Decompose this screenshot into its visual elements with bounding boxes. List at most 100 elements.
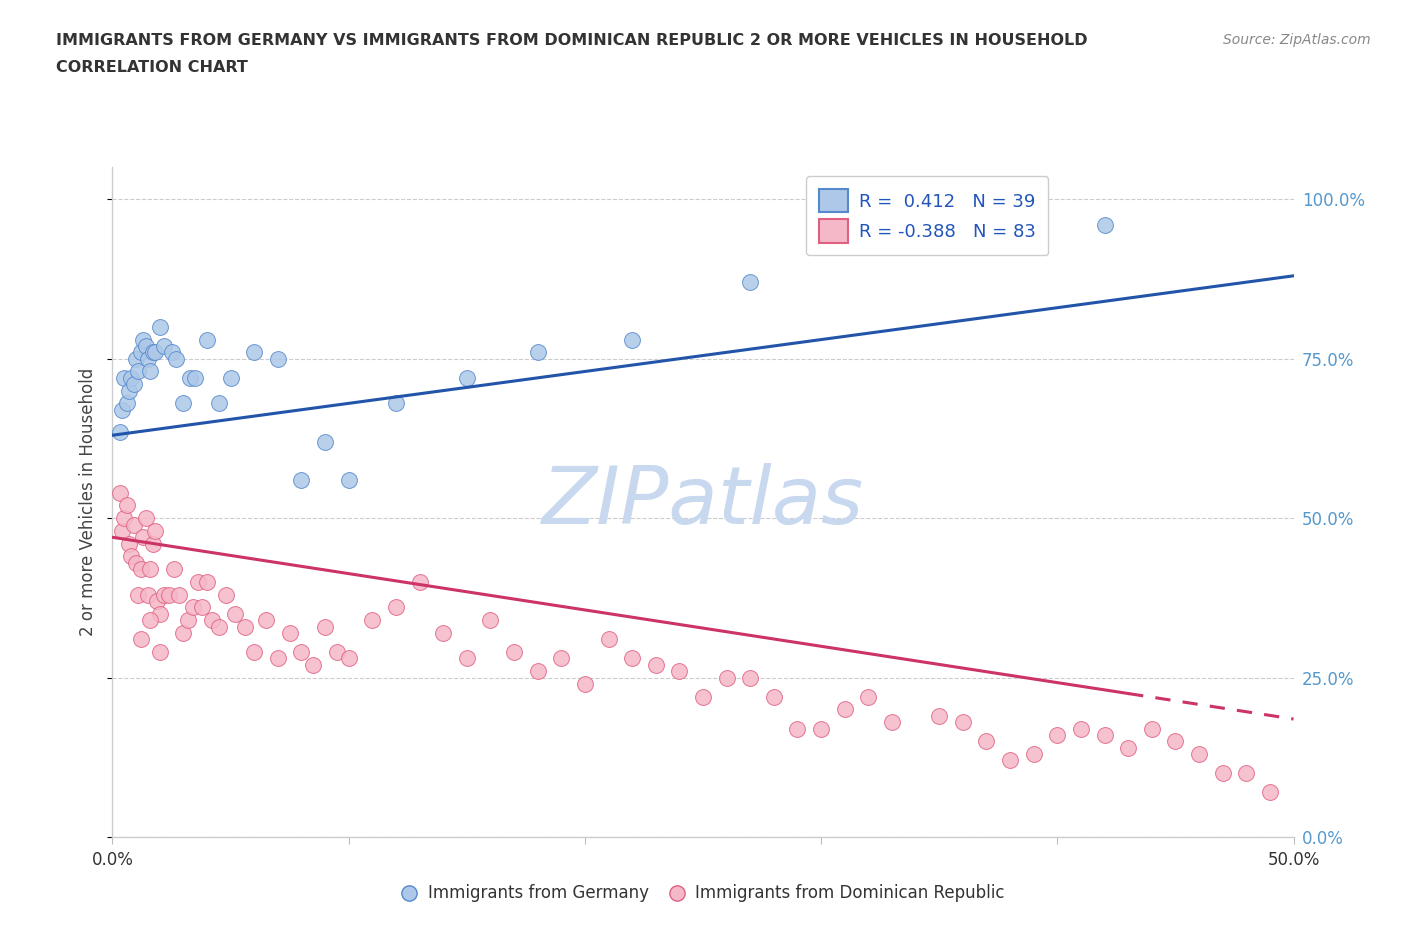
Point (195, 332, 218, 347)
Point (1188, 747, 1211, 762)
Point (1070, 721, 1092, 736)
Point (177, 613, 200, 628)
Point (115, 396, 138, 411)
Point (385, 600, 408, 615)
Point (149, 644, 172, 659)
Point (136, 352, 159, 366)
Point (976, 734, 998, 749)
Point (290, 644, 312, 659)
Point (165, 352, 187, 366)
Point (326, 644, 349, 659)
Point (146, 593, 169, 608)
Point (834, 702, 856, 717)
Point (201, 613, 224, 628)
Point (361, 613, 384, 628)
Point (598, 631, 620, 646)
Point (160, 345, 183, 360)
Point (125, 555, 148, 570)
Point (191, 600, 214, 615)
Point (224, 606, 246, 621)
Point (118, 383, 141, 398)
Point (254, 613, 277, 628)
Point (195, 575, 218, 590)
Point (858, 689, 880, 704)
Point (215, 587, 238, 602)
Point (179, 370, 201, 385)
Point (233, 619, 256, 634)
Point (456, 370, 478, 385)
Point (111, 403, 134, 418)
Point (716, 671, 738, 685)
Point (267, 352, 290, 366)
Point (129, 631, 152, 646)
Point (157, 587, 180, 602)
Point (810, 721, 832, 736)
Point (149, 319, 172, 334)
Point (108, 485, 131, 500)
Y-axis label: 2 or more Vehicles in Household: 2 or more Vehicles in Household (79, 368, 97, 636)
Point (456, 651, 478, 666)
Point (1140, 721, 1163, 736)
Point (337, 472, 360, 487)
Point (127, 587, 149, 602)
Point (1212, 765, 1234, 780)
Point (108, 425, 131, 440)
Point (1094, 727, 1116, 742)
Point (1022, 747, 1045, 762)
Point (290, 472, 312, 487)
Legend: Immigrants from Germany, Immigrants from Dominican Republic: Immigrants from Germany, Immigrants from… (395, 878, 1011, 909)
Point (186, 575, 208, 590)
Text: Source: ZipAtlas.com: Source: ZipAtlas.com (1223, 33, 1371, 46)
Point (167, 587, 190, 602)
Point (153, 339, 176, 353)
Point (314, 434, 336, 449)
Point (762, 689, 785, 704)
Point (1022, 236, 1045, 251)
Text: IMMIGRANTS FROM GERMANY VS IMMIGRANTS FROM DOMINICAN REPUBLIC 2 OR MORE VEHICLES: IMMIGRANTS FROM GERMANY VS IMMIGRANTS FR… (56, 33, 1088, 47)
Point (132, 530, 155, 545)
Point (526, 664, 548, 679)
Point (267, 651, 290, 666)
Point (740, 671, 762, 685)
Point (142, 345, 165, 360)
Point (621, 332, 644, 347)
Point (834, 218, 856, 232)
Point (129, 562, 152, 577)
Point (111, 524, 134, 538)
Point (143, 524, 166, 538)
Point (1258, 785, 1281, 800)
Point (181, 600, 204, 615)
Point (115, 498, 138, 512)
Point (112, 370, 135, 385)
Point (142, 537, 165, 551)
Point (208, 619, 231, 634)
Point (172, 626, 194, 641)
Point (880, 715, 903, 730)
Point (337, 651, 360, 666)
Point (122, 377, 145, 392)
Point (692, 689, 714, 704)
Point (149, 606, 172, 621)
Point (314, 619, 336, 634)
Point (644, 658, 666, 672)
Point (208, 396, 231, 411)
Point (143, 345, 166, 360)
Point (928, 709, 950, 724)
Point (135, 511, 157, 525)
Point (1234, 765, 1257, 780)
Point (668, 664, 690, 679)
Point (112, 511, 135, 525)
Point (135, 339, 157, 353)
Point (219, 370, 242, 385)
Point (786, 721, 808, 736)
Point (125, 352, 148, 366)
Point (302, 658, 325, 672)
Point (172, 396, 194, 411)
Point (621, 651, 644, 666)
Point (163, 562, 186, 577)
Point (503, 644, 526, 659)
Point (139, 562, 162, 577)
Point (139, 364, 162, 379)
Point (132, 332, 155, 347)
Point (120, 549, 142, 564)
